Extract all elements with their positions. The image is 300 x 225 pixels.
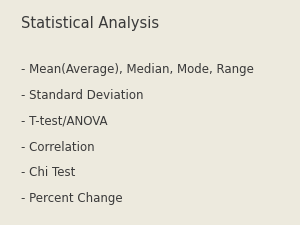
Text: - Chi Test: - Chi Test (21, 166, 75, 180)
Text: - T-test/ANOVA: - T-test/ANOVA (21, 115, 107, 128)
Text: - Correlation: - Correlation (21, 141, 94, 154)
Text: - Percent Change: - Percent Change (21, 192, 123, 205)
Text: - Standard Deviation: - Standard Deviation (21, 89, 143, 102)
Text: - Mean(Average), Median, Mode, Range: - Mean(Average), Median, Mode, Range (21, 63, 254, 76)
Text: Statistical Analysis: Statistical Analysis (21, 16, 159, 31)
